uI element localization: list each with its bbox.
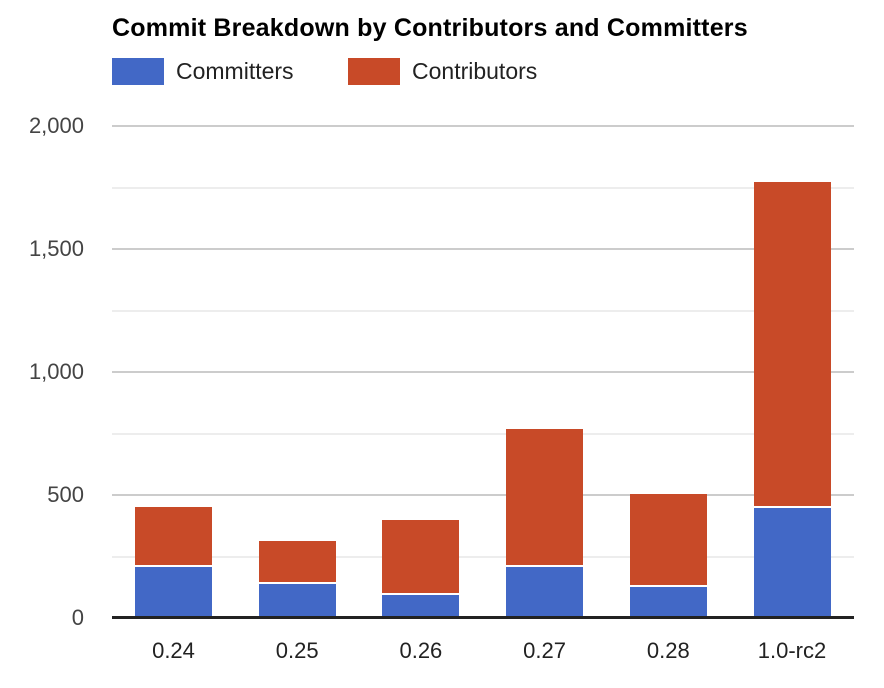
y-tick-label-1500: 1,500 (28, 236, 84, 261)
x-category-label-0.24: 0.24 (152, 638, 195, 663)
legend-item-contributors[interactable]: Contributors (348, 56, 537, 86)
bar-segment-committers-0.24[interactable] (135, 567, 212, 617)
x-axis-line (112, 616, 854, 619)
bar-group-0.26 (382, 520, 460, 617)
bar-segment-contributors-0.28[interactable] (629, 494, 707, 587)
bar-segment-contributors-0.25[interactable] (258, 541, 336, 584)
bar-segment-committers-0.25[interactable] (258, 584, 336, 617)
gridline-minor-1250 (112, 309, 854, 312)
y-axis-labels: 0 500 1,000 1,500 2,000 (0, 0, 84, 688)
bar-segment-contributors-0.26[interactable] (382, 520, 460, 595)
legend-item-committers[interactable]: Committers (112, 56, 294, 86)
x-category-label-0.27: 0.27 (523, 638, 566, 663)
bar-segment-contributors-1.0-rc2[interactable] (753, 182, 831, 508)
y-tick-label-1000: 1,000 (28, 359, 84, 384)
bar-segment-committers-0.27[interactable] (506, 567, 584, 617)
gridline-major-1000 (112, 371, 854, 373)
bar-group-0.27 (506, 429, 584, 617)
y-tick-label-2000: 2,000 (28, 113, 84, 138)
chart-legend: Committers Contributors (0, 56, 884, 86)
bar-segment-contributors-0.24[interactable] (135, 507, 212, 567)
bar-group-0.28 (629, 494, 707, 617)
x-axis-labels: 0.24 0.25 0.26 0.27 0.28 1.0-rc2 (0, 638, 884, 668)
legend-swatch-committers (112, 57, 164, 85)
x-category-label-1.0-rc2: 1.0-rc2 (757, 638, 827, 663)
gridline-minor-750 (112, 432, 854, 435)
gridline-major-2000 (112, 125, 854, 127)
legend-label: Committers (176, 57, 294, 84)
x-category-label-0.28: 0.28 (646, 638, 690, 663)
gridline-major-500 (112, 494, 854, 496)
bar-group-1.0-rc2 (753, 182, 831, 617)
gridline-minor-1750 (112, 186, 854, 189)
bar-segment-committers-0.28[interactable] (629, 587, 707, 617)
legend-swatch-contributors (348, 57, 400, 85)
y-tick-label-0: 0 (71, 605, 84, 630)
y-tick-label-500: 500 (47, 482, 84, 507)
plot-area (112, 125, 854, 619)
x-category-label-0.25: 0.25 (275, 638, 319, 663)
legend-label: Contributors (412, 57, 538, 84)
bar-group-0.24 (135, 507, 212, 617)
chart-title: Commit Breakdown by Contributors and Com… (112, 14, 748, 42)
bar-group-0.25 (258, 541, 336, 617)
x-category-label-0.26: 0.26 (399, 638, 443, 663)
bar-segment-committers-0.26[interactable] (382, 595, 460, 617)
bar-segment-committers-1.0-rc2[interactable] (753, 508, 831, 617)
gridline-minor-250 (112, 555, 854, 558)
bar-segment-contributors-0.27[interactable] (506, 429, 584, 567)
gridline-major-1500 (112, 248, 854, 250)
